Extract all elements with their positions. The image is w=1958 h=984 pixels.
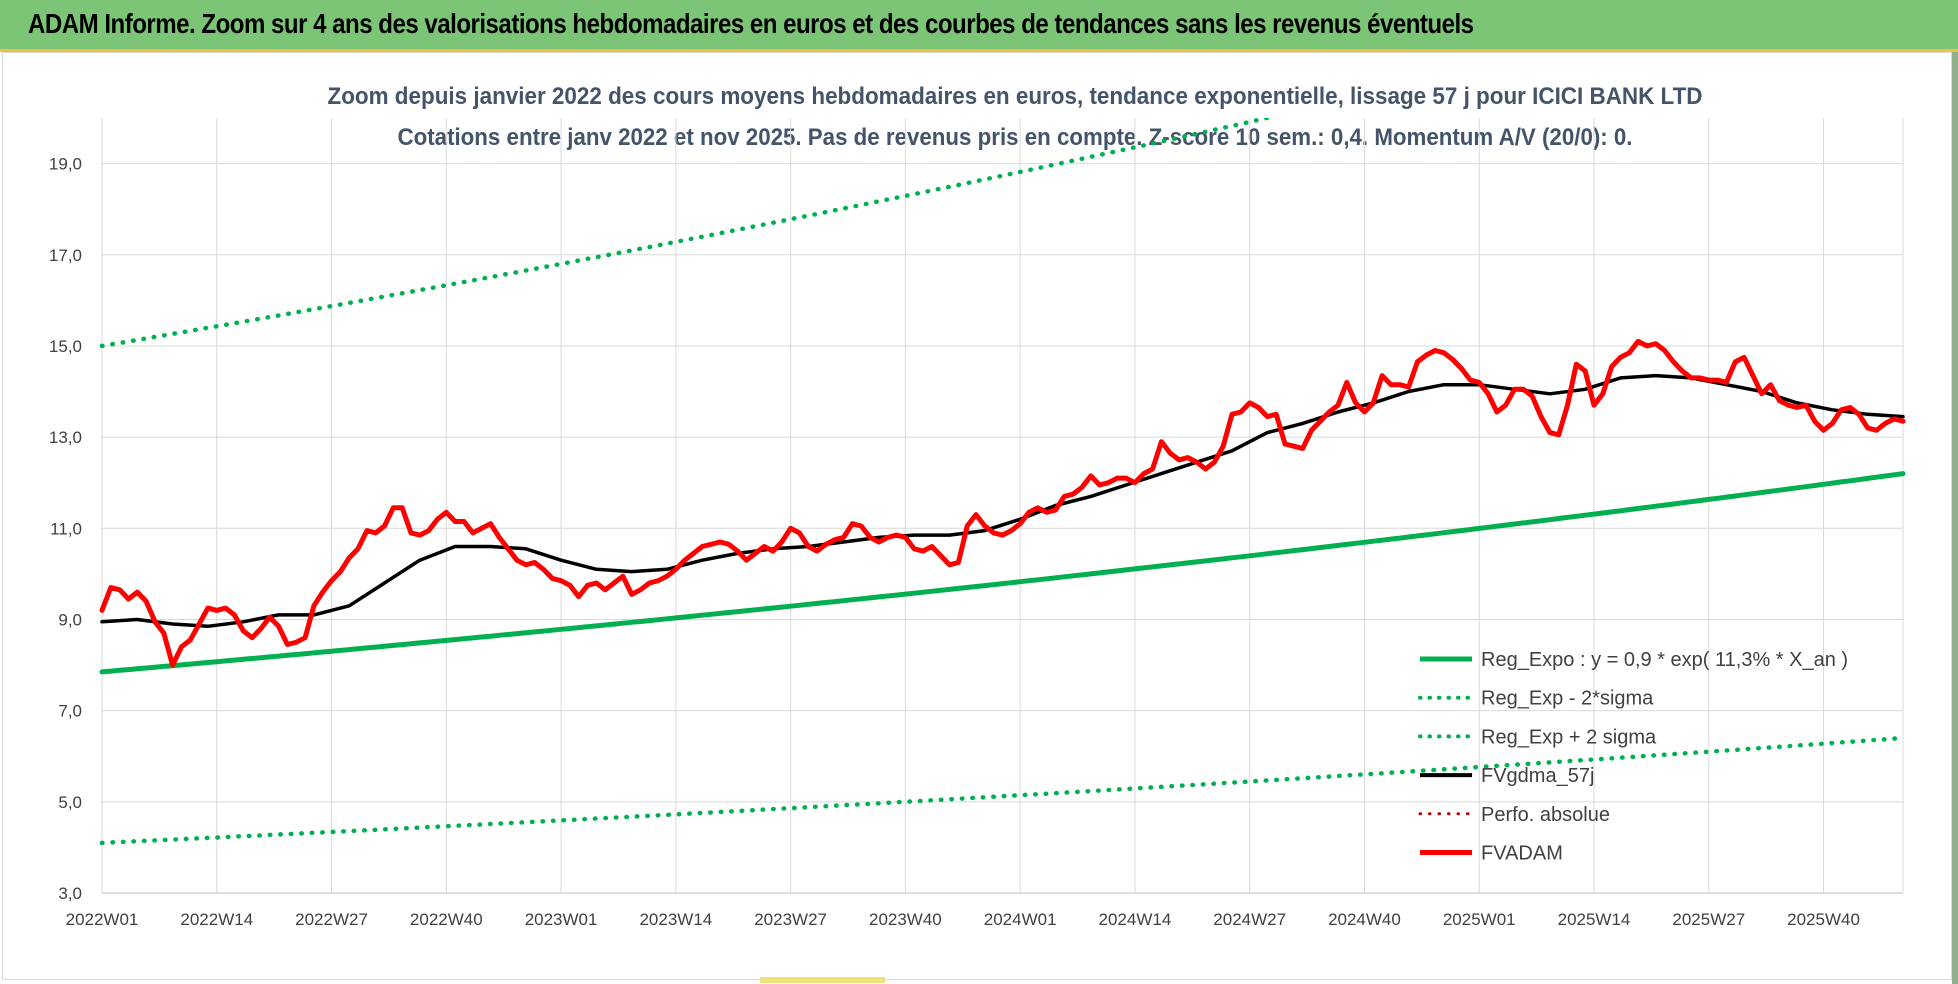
y-tick-label: 3,0 bbox=[58, 884, 82, 903]
x-tick-label: 2023W01 bbox=[525, 910, 598, 929]
series-line-0 bbox=[99, 471, 1906, 675]
series-line-3 bbox=[100, 373, 1905, 629]
right-edge-strip bbox=[1952, 52, 1958, 984]
x-tick-label: 2025W14 bbox=[1558, 910, 1631, 929]
x-tick-label: 2024W14 bbox=[1099, 910, 1172, 929]
series-line-2 bbox=[99, 118, 1278, 349]
y-tick-label: 5,0 bbox=[58, 793, 82, 812]
x-tick-label: 2024W40 bbox=[1328, 910, 1401, 929]
y-axis-ticks: 3,0 5,0 7,0 9,0 11,0 13,0 15,0 17,0 19,0 bbox=[49, 155, 82, 903]
x-tick-label: 2023W27 bbox=[754, 910, 827, 929]
y-tick-label: 11,0 bbox=[50, 519, 82, 538]
x-tick-label: 2022W27 bbox=[295, 910, 368, 929]
legend-label: FVgdma_57j bbox=[1481, 765, 1594, 787]
x-tick-label: 2022W14 bbox=[180, 910, 253, 929]
x-tick-label: 2022W01 bbox=[66, 910, 139, 929]
bottom-edge-mark bbox=[760, 977, 885, 983]
legend-label: Reg_Expo : y = 0,9 * exp( 11,3% * X_an ) bbox=[1481, 649, 1848, 671]
x-tick-label: 2022W40 bbox=[410, 910, 483, 929]
y-tick-label: 15,0 bbox=[49, 337, 82, 356]
x-tick-label: 2023W14 bbox=[639, 910, 712, 929]
chart-frame bbox=[2, 52, 1952, 980]
header-title: ADAM Informe. Zoom sur 4 ans des valoris… bbox=[28, 8, 1474, 39]
series-line-1 bbox=[99, 735, 1906, 846]
y-tick-label: 9,0 bbox=[58, 610, 82, 629]
x-tick-label: 2024W27 bbox=[1213, 910, 1286, 929]
series-line-4 bbox=[99, 338, 1906, 668]
chart-title: Zoom depuis janvier 2022 des cours moyen… bbox=[328, 83, 1703, 110]
x-tick-label: 2025W40 bbox=[1787, 910, 1860, 929]
x-tick-label: 2023W40 bbox=[869, 910, 942, 929]
y-tick-label: 13,0 bbox=[49, 428, 82, 447]
gridlines bbox=[101, 118, 1904, 894]
y-tick-label: 19,0 bbox=[49, 155, 82, 174]
legend-label: FVADAM bbox=[1481, 843, 1563, 865]
legend-label: Reg_Exp - 2*sigma bbox=[1481, 688, 1654, 710]
x-tick-label: 2025W01 bbox=[1443, 910, 1516, 929]
x-axis-ticks: 2022W01 2022W14 2022W27 2022W40 2023W01 2023W… bbox=[66, 910, 1860, 929]
legend-label: Reg_Exp + 2 sigma bbox=[1481, 726, 1657, 748]
header-bar: ADAM Informe. Zoom sur 4 ans des valoris… bbox=[0, 0, 1958, 52]
series-lines bbox=[99, 118, 1906, 846]
x-tick-label: 2025W27 bbox=[1672, 910, 1745, 929]
legend: Reg_Expo : y = 0,9 * exp( 11,3% * X_an )… bbox=[1418, 649, 1848, 865]
y-tick-label: 17,0 bbox=[49, 246, 82, 265]
chart-subtitle: Cotations entre janv 2022 et nov 2025. P… bbox=[398, 124, 1633, 151]
x-tick-label: 2024W01 bbox=[984, 910, 1057, 929]
y-tick-label: 7,0 bbox=[58, 702, 82, 721]
legend-label: Perfo. absolue bbox=[1481, 804, 1610, 826]
